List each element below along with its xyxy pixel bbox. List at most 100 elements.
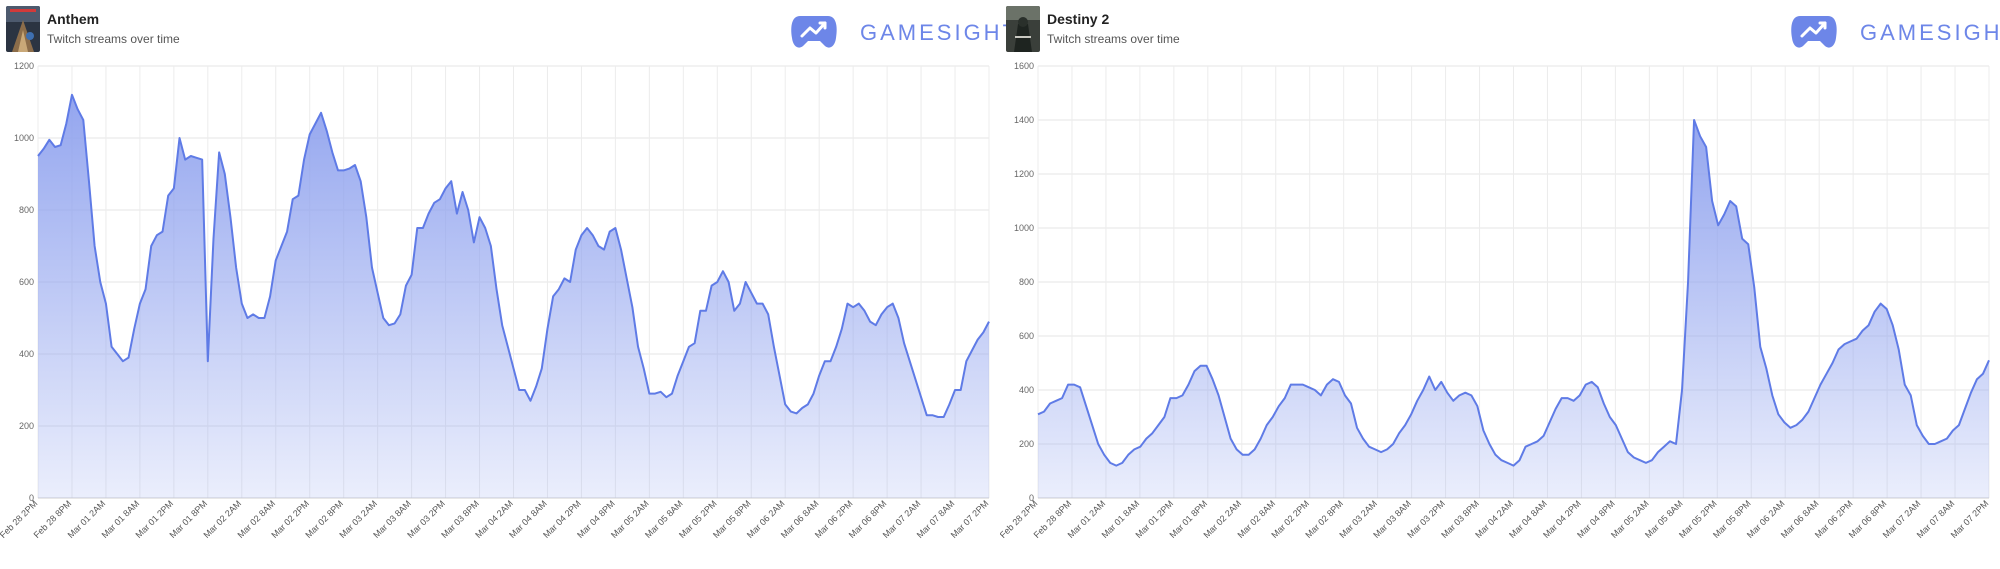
- data-point: [586, 227, 589, 230]
- data-point: [410, 273, 413, 276]
- data-point: [767, 313, 770, 316]
- y-tick-label: 1400: [1014, 115, 1034, 125]
- data-point: [540, 367, 543, 370]
- data-point: [529, 399, 532, 402]
- y-tick-label: 0: [1029, 493, 1034, 503]
- data-point: [1121, 461, 1124, 464]
- data-point: [829, 360, 832, 363]
- data-point: [263, 317, 266, 320]
- data-point: [965, 360, 968, 363]
- data-point: [376, 291, 379, 294]
- data-point: [1783, 421, 1786, 424]
- data-point: [1939, 440, 1942, 443]
- destiny-2-cover-icon: [1006, 6, 1040, 52]
- anthem-cover-icon: [6, 6, 40, 52]
- data-point: [1765, 367, 1768, 370]
- data-point: [1151, 432, 1154, 435]
- y-tick-label: 800: [1019, 277, 1034, 287]
- y-tick-label: 1200: [1014, 169, 1034, 179]
- data-point: [1307, 386, 1310, 389]
- data-point: [925, 414, 928, 417]
- data-point: [348, 167, 351, 170]
- data-point: [1217, 394, 1220, 397]
- data-point: [1494, 453, 1497, 456]
- data-point: [1067, 383, 1070, 386]
- data-point: [501, 324, 504, 327]
- data-point: [1801, 418, 1804, 421]
- data-point: [1795, 424, 1798, 427]
- data-point: [801, 407, 804, 410]
- data-point: [1343, 394, 1346, 397]
- data-point: [1313, 389, 1316, 392]
- data-point: [563, 277, 566, 280]
- data-point: [1061, 397, 1064, 400]
- data-point: [620, 248, 623, 251]
- data-point: [1325, 383, 1328, 386]
- data-point: [1386, 448, 1389, 451]
- data-point: [778, 374, 781, 377]
- data-point: [574, 248, 577, 251]
- data-point: [1735, 205, 1738, 208]
- data-point: [37, 155, 40, 158]
- data-point: [659, 390, 662, 393]
- data-point: [1849, 340, 1852, 343]
- data-point: [597, 245, 600, 248]
- data-point: [1771, 394, 1774, 397]
- data-point: [1115, 464, 1118, 467]
- data-point: [467, 209, 470, 212]
- data-point: [223, 173, 226, 176]
- data-point: [1951, 429, 1954, 432]
- chart-subtitle: Twitch streams over time: [1047, 32, 1180, 46]
- data-point: [959, 389, 962, 392]
- data-point: [721, 270, 724, 273]
- data-point: [274, 259, 277, 262]
- data-point: [1265, 424, 1268, 427]
- data-point: [603, 248, 606, 251]
- data-point: [382, 317, 385, 320]
- data-point: [1247, 453, 1250, 456]
- data-point: [1500, 459, 1503, 462]
- data-point: [1644, 461, 1647, 464]
- data-point: [1109, 461, 1112, 464]
- data-point: [127, 356, 130, 359]
- y-tick-label: 1000: [14, 133, 34, 143]
- data-point: [1482, 429, 1485, 432]
- data-point: [1145, 437, 1148, 440]
- data-point: [608, 230, 611, 233]
- data-point: [1205, 364, 1208, 367]
- data-point: [116, 353, 119, 356]
- data-point: [1687, 281, 1690, 284]
- data-point: [93, 245, 96, 248]
- data-point: [1097, 443, 1100, 446]
- data-point: [1049, 402, 1052, 405]
- data-point: [229, 216, 232, 219]
- data-point: [1897, 348, 1900, 351]
- data-point: [1301, 383, 1304, 386]
- data-point: [1681, 389, 1684, 392]
- data-point: [1073, 383, 1076, 386]
- data-point: [1259, 437, 1262, 440]
- data-point: [846, 302, 849, 305]
- data-point: [546, 327, 549, 330]
- data-point: [1163, 416, 1166, 419]
- gamesight-brand: GAMESIGHT: [1790, 12, 2000, 52]
- data-point: [795, 412, 798, 415]
- data-point: [331, 151, 334, 154]
- data-point: [687, 345, 690, 348]
- data-point: [99, 281, 102, 284]
- data-point: [1139, 445, 1142, 448]
- data-point: [716, 281, 719, 284]
- data-point: [1458, 394, 1461, 397]
- data-point: [359, 180, 362, 183]
- data-point: [393, 322, 396, 325]
- data-point: [1055, 399, 1058, 402]
- data-point: [195, 156, 198, 159]
- data-point: [212, 237, 215, 240]
- data-point: [70, 93, 73, 96]
- data-point: [178, 137, 181, 140]
- brand-name: GAMESIGHT: [860, 20, 1020, 45]
- data-point: [1988, 359, 1991, 362]
- data-point: [1789, 426, 1792, 429]
- data-point: [1705, 146, 1708, 149]
- data-point: [733, 309, 736, 312]
